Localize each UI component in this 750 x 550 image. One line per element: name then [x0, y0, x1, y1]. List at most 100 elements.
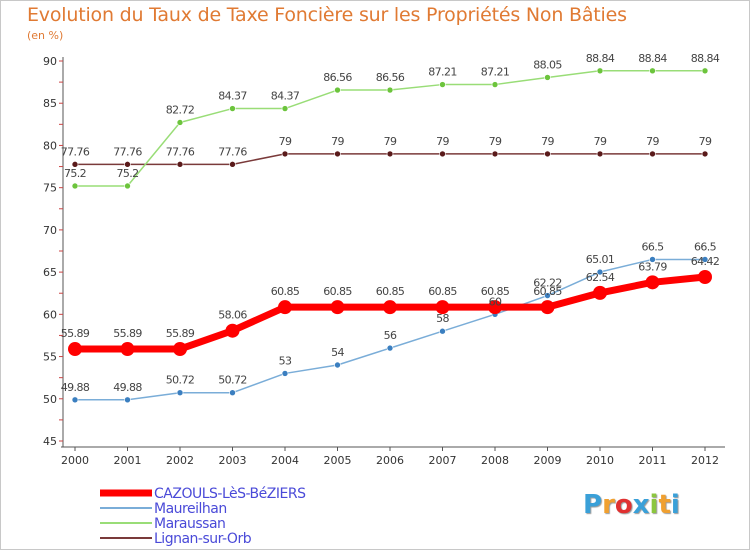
data-label: 60.85 [323, 285, 352, 298]
data-point [71, 396, 79, 404]
data-point [281, 150, 289, 158]
data-point [701, 256, 709, 263]
data-point [176, 119, 184, 126]
data-point [173, 342, 187, 357]
data-point [386, 344, 394, 352]
data-point [386, 150, 394, 158]
data-point [278, 300, 292, 315]
x-tick-label: 2007 [429, 454, 457, 467]
data-point [596, 67, 604, 75]
data-point [71, 182, 79, 190]
logo-letter: x [632, 490, 650, 520]
x-tick-label: 2004 [271, 454, 299, 467]
x-tick-label: 2010 [586, 454, 614, 467]
data-label: 60.85 [271, 285, 300, 298]
data-point [491, 81, 499, 88]
y-tick-label: 85 [43, 97, 57, 110]
data-point [225, 323, 240, 338]
data-label: 84.37 [271, 90, 300, 103]
data-point [176, 161, 184, 168]
y-tick-label: 75 [43, 182, 57, 195]
y-tick-label: 70 [43, 224, 57, 237]
x-tick-label: 2003 [219, 454, 247, 467]
data-label: 53 [279, 354, 292, 367]
data-label: 63.79 [638, 260, 667, 273]
data-label: 79 [541, 135, 554, 148]
legend-label-2: Maraussan [154, 516, 225, 532]
data-label: 49.88 [113, 381, 142, 394]
y-tick-label: 90 [43, 55, 57, 68]
data-label: 56 [384, 329, 397, 342]
logo-letter: P [583, 490, 603, 520]
data-point [649, 67, 656, 75]
data-point [229, 389, 236, 396]
y-tick-label: 65 [43, 266, 57, 279]
data-point [386, 86, 394, 94]
data-label: 84.37 [218, 90, 247, 103]
data-label: 77.76 [218, 145, 247, 158]
data-label: 79 [699, 135, 712, 148]
data-label: 60.85 [428, 285, 457, 298]
data-point [649, 150, 656, 158]
data-label: 79 [646, 135, 659, 148]
legend-label-1: Maureilhan [154, 501, 227, 517]
data-point [120, 342, 135, 357]
data-label: 79 [436, 135, 449, 148]
data-point [544, 150, 551, 158]
logo-letter: i [649, 490, 659, 520]
data-label: 55.89 [113, 327, 142, 340]
data-point [698, 270, 712, 285]
data-label: 66.5 [694, 240, 717, 253]
x-tick-label: 2006 [376, 454, 404, 467]
data-label: 58 [436, 312, 449, 325]
data-point [439, 150, 446, 158]
data-label: 62.54 [586, 271, 615, 284]
unit-label: (en %) [27, 29, 64, 42]
chart-title: Evolution du Taux de Taxe Foncière sur l… [27, 4, 627, 26]
data-point [281, 105, 289, 112]
data-label: 75.2 [116, 167, 138, 180]
axes: 45 50 55 60 65 70 75 80 85 90 2000 2001 2002 2003 2004… [43, 55, 725, 467]
data-point [435, 300, 450, 315]
data-label: 77.76 [113, 145, 142, 158]
x-tick-label: 2000 [61, 454, 89, 467]
data-point [701, 150, 709, 158]
data-label: 75.2 [64, 167, 86, 180]
data-point [334, 361, 341, 369]
data-point [176, 389, 184, 396]
data-point [71, 161, 79, 168]
logo-letter: o [614, 490, 633, 520]
data-label: 79 [384, 135, 397, 148]
x-tick-label: 2001 [114, 454, 142, 467]
data-point [439, 81, 446, 88]
data-point [124, 182, 131, 190]
data-point [544, 74, 551, 81]
data-label: 88.84 [638, 52, 667, 65]
data-point [649, 256, 656, 263]
data-label: 88.05 [533, 58, 562, 71]
data-point [544, 292, 551, 299]
data-label: 49.88 [61, 381, 90, 394]
data-label: 55.89 [61, 327, 90, 340]
logo-letter: i [670, 490, 680, 520]
data-label: 60.85 [533, 285, 562, 298]
y-tick-label: 55 [43, 351, 57, 364]
data-point [281, 370, 289, 377]
data-label: 79 [489, 135, 502, 148]
data-point [334, 86, 341, 94]
data-label: 60.85 [376, 285, 405, 298]
x-tick-label: 2008 [481, 454, 509, 467]
data-label: 79 [279, 135, 292, 148]
data-labels: 77.76 77.76 77.76 77.76 79 79 79 79 79 79 79 79 79 75… [61, 52, 721, 394]
data-point [596, 150, 604, 158]
data-label: 60 [489, 295, 502, 308]
x-tick-label: 2012 [691, 454, 719, 467]
data-point [439, 327, 446, 335]
data-label: 79 [594, 135, 607, 148]
data-point [701, 67, 709, 75]
data-label: 60.85 [481, 285, 510, 298]
legend: CAZOULS-LèS-BéZIERSMaureilhanMaraussanLi… [100, 486, 307, 547]
data-label: 87.21 [481, 66, 510, 79]
